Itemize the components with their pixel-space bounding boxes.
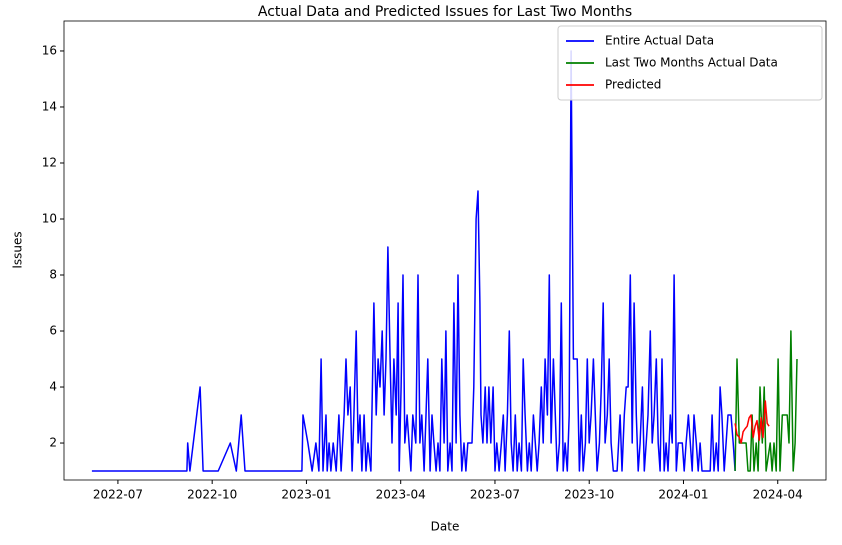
x-tick-label: 2024-04 [753,488,803,502]
y-axis-label: Issues [11,231,25,268]
y-tick-label: 16 [42,43,57,57]
y-tick-label: 4 [49,380,57,394]
series-line [91,50,736,472]
x-tick-label: 2023-07 [470,488,520,502]
legend-label: Entire Actual Data [605,34,714,48]
y-tick-label: 2 [49,436,57,450]
legend-label: Predicted [605,78,661,92]
legend-label: Last Two Months Actual Data [605,56,778,70]
x-tick-label: 2023-04 [376,488,426,502]
series-line [734,400,770,444]
y-tick-label: 14 [42,99,57,113]
y-tick-label: 12 [42,155,57,169]
x-tick-label: 2024-01 [658,488,708,502]
x-tick-label: 2023-10 [564,488,614,502]
y-tick-label: 6 [49,324,57,338]
chart-title: Actual Data and Predicted Issues for Las… [258,4,632,20]
x-tick-label: 2022-07 [93,488,143,502]
series-line [734,330,798,472]
x-axis-label: Date [431,520,460,534]
plot-frame [63,20,827,481]
legend-box [557,25,823,101]
y-tick-label: 8 [49,268,57,282]
y-tick-label: 10 [42,211,57,225]
x-tick-label: 2022-10 [187,488,237,502]
x-tick-label: 2023-01 [281,488,331,502]
